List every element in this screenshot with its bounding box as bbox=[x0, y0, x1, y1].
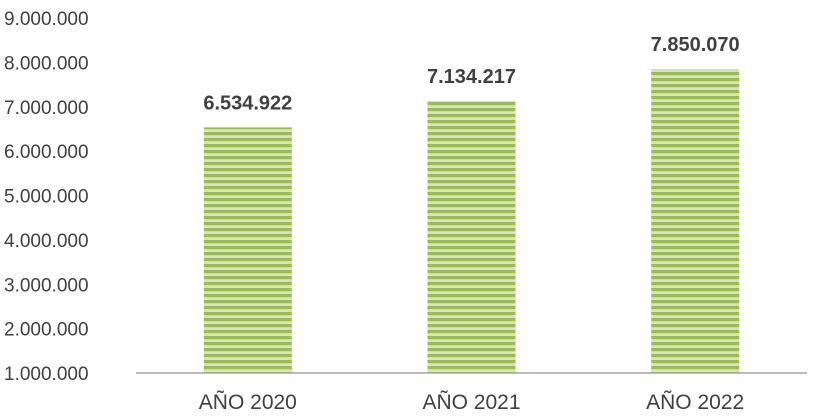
x-axis: AÑO 2020 AÑO 2021 AÑO 2022 bbox=[199, 390, 744, 414]
bars bbox=[204, 69, 739, 373]
x-tick-label: AÑO 2021 bbox=[422, 390, 520, 414]
y-axis: 1.000.000 2.000.000 3.000.000 4.000.000 5.00… bbox=[4, 9, 89, 385]
y-tick-label: 4.000.000 bbox=[4, 231, 89, 252]
y-tick-label: 3.000.000 bbox=[4, 275, 89, 296]
y-tick-label: 5.000.000 bbox=[4, 187, 89, 208]
x-tick-label: AÑO 2020 bbox=[199, 390, 297, 414]
y-tick-label: 2.000.000 bbox=[4, 320, 89, 341]
y-tick-label: 8.000.000 bbox=[4, 53, 89, 74]
y-tick-label: 9.000.000 bbox=[4, 9, 89, 30]
bar-value-label: 7.850.070 bbox=[651, 34, 740, 56]
bar-value-label: 7.134.217 bbox=[427, 66, 516, 88]
bar bbox=[651, 69, 739, 373]
y-tick-label: 6.000.000 bbox=[4, 142, 89, 163]
bar bbox=[428, 101, 516, 373]
x-tick-label: AÑO 2022 bbox=[646, 390, 744, 414]
y-tick-label: 7.000.000 bbox=[4, 98, 89, 119]
bar bbox=[204, 127, 292, 373]
y-tick-label: 1.000.000 bbox=[4, 364, 89, 385]
bar-value-label: 6.534.922 bbox=[203, 92, 292, 114]
